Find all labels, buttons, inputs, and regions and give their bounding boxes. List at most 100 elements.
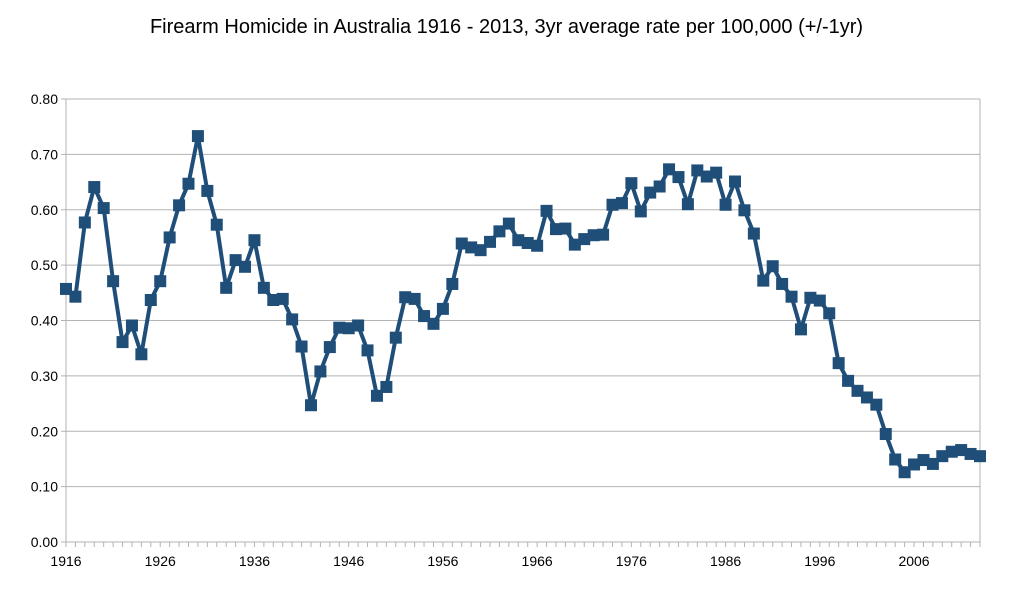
data-point-marker <box>597 228 610 241</box>
data-point-marker <box>370 389 383 402</box>
data-point-marker <box>323 341 336 354</box>
data-point-marker <box>908 458 921 471</box>
y-tick-label: 0.00 <box>31 534 58 550</box>
data-point-marker <box>144 294 157 307</box>
data-point-marker <box>700 170 713 183</box>
data-point-marker <box>672 171 685 184</box>
x-tick-label: 1986 <box>710 553 741 569</box>
data-point-marker <box>436 302 449 315</box>
data-point-marker <box>399 291 412 304</box>
data-point-marker <box>917 454 930 467</box>
data-point-marker <box>691 164 704 177</box>
data-point-marker <box>267 294 280 307</box>
x-tick-label: 1976 <box>616 553 647 569</box>
data-point-marker <box>512 234 525 247</box>
data-point-marker <box>870 398 883 411</box>
data-point-marker <box>794 323 807 336</box>
data-point-marker <box>955 444 968 457</box>
data-point-marker <box>738 204 751 217</box>
x-tick-label: 1946 <box>333 553 364 569</box>
x-tick-label: 2006 <box>898 553 929 569</box>
x-tick-label: 1926 <box>145 553 176 569</box>
data-point-marker <box>559 222 572 235</box>
data-point-marker <box>964 447 977 460</box>
y-tick-label: 0.50 <box>31 257 58 273</box>
data-point-marker <box>606 198 619 211</box>
data-point-marker <box>465 241 478 254</box>
series-layer <box>60 130 986 479</box>
data-point-marker <box>276 292 289 305</box>
x-tick-label: 1956 <box>427 553 458 569</box>
data-point-marker <box>842 374 855 387</box>
data-point-marker <box>78 216 91 229</box>
data-point-marker <box>163 231 176 244</box>
data-point-marker <box>804 291 817 304</box>
y-tick-label: 0.20 <box>31 423 58 439</box>
data-point-marker <box>239 260 252 273</box>
data-point-marker <box>729 175 742 188</box>
data-point-marker <box>418 310 431 323</box>
data-point-marker <box>333 321 346 334</box>
data-point-marker <box>776 277 789 290</box>
data-point-marker <box>191 130 204 143</box>
data-point-marker <box>945 445 958 458</box>
y-tick-label: 0.40 <box>31 313 58 329</box>
data-point-marker <box>719 198 732 211</box>
data-point-marker <box>125 319 138 332</box>
y-tick-label: 0.10 <box>31 479 58 495</box>
data-point-marker <box>757 274 770 287</box>
data-point-marker <box>889 453 902 466</box>
data-point-marker <box>314 365 327 378</box>
data-point-marker <box>342 322 355 335</box>
data-point-marker <box>502 217 515 230</box>
data-point-marker <box>813 294 826 307</box>
y-tick-label: 0.70 <box>31 146 58 162</box>
data-point-marker <box>210 218 223 231</box>
chart-title: Firearm Homicide in Australia 1916 - 201… <box>149 16 864 38</box>
data-point-marker <box>785 290 798 303</box>
data-point-marker <box>587 229 600 242</box>
data-point-marker <box>578 233 591 246</box>
data-point-marker <box>568 238 581 251</box>
data-point-marker <box>182 177 195 190</box>
data-point-marker <box>851 384 864 397</box>
data-point-marker <box>173 199 186 212</box>
x-tick-label: 1996 <box>804 553 835 569</box>
data-point-marker <box>860 391 873 404</box>
data-point-marker <box>521 236 534 249</box>
y-tick-label: 0.60 <box>31 202 58 218</box>
data-point-marker <box>898 466 911 479</box>
x-tick-labels: 1916 1926 1936 1946 1956 1966 1976 1986 1996 2006 <box>50 553 929 569</box>
data-point-marker <box>446 277 459 290</box>
data-point-marker <box>427 317 440 330</box>
data-point-marker <box>295 340 308 353</box>
y-tick-label: 0.80 <box>31 91 58 107</box>
data-point-marker <box>201 184 214 197</box>
data-point-marker <box>766 260 779 273</box>
y-tick-labels: 0.00 0.10 0.20 0.30 0.40 0.50 0.60 0.70 0.80 <box>31 91 58 550</box>
data-point-marker <box>615 197 628 210</box>
data-point-marker <box>653 180 666 193</box>
data-point-marker <box>304 399 317 412</box>
data-point-marker <box>474 244 487 257</box>
data-point-marker <box>926 457 939 470</box>
y-tick-label: 0.30 <box>31 368 58 384</box>
data-point-marker <box>823 307 836 320</box>
data-point-marker <box>663 163 676 176</box>
data-point-marker <box>455 237 468 250</box>
data-point-marker <box>229 254 242 267</box>
data-point-marker <box>248 234 261 247</box>
data-point-marker <box>361 344 374 357</box>
data-point-marker <box>380 380 393 393</box>
x-tick-label: 1916 <box>50 553 81 569</box>
data-point-marker <box>352 319 365 332</box>
data-point-marker <box>107 275 120 288</box>
data-point-marker <box>69 290 82 303</box>
data-point-marker <box>493 225 506 238</box>
data-point-marker <box>97 202 110 215</box>
data-point-marker <box>832 357 845 370</box>
data-point-marker <box>644 186 657 199</box>
data-point-marker <box>634 205 647 218</box>
data-point-marker <box>135 348 148 361</box>
